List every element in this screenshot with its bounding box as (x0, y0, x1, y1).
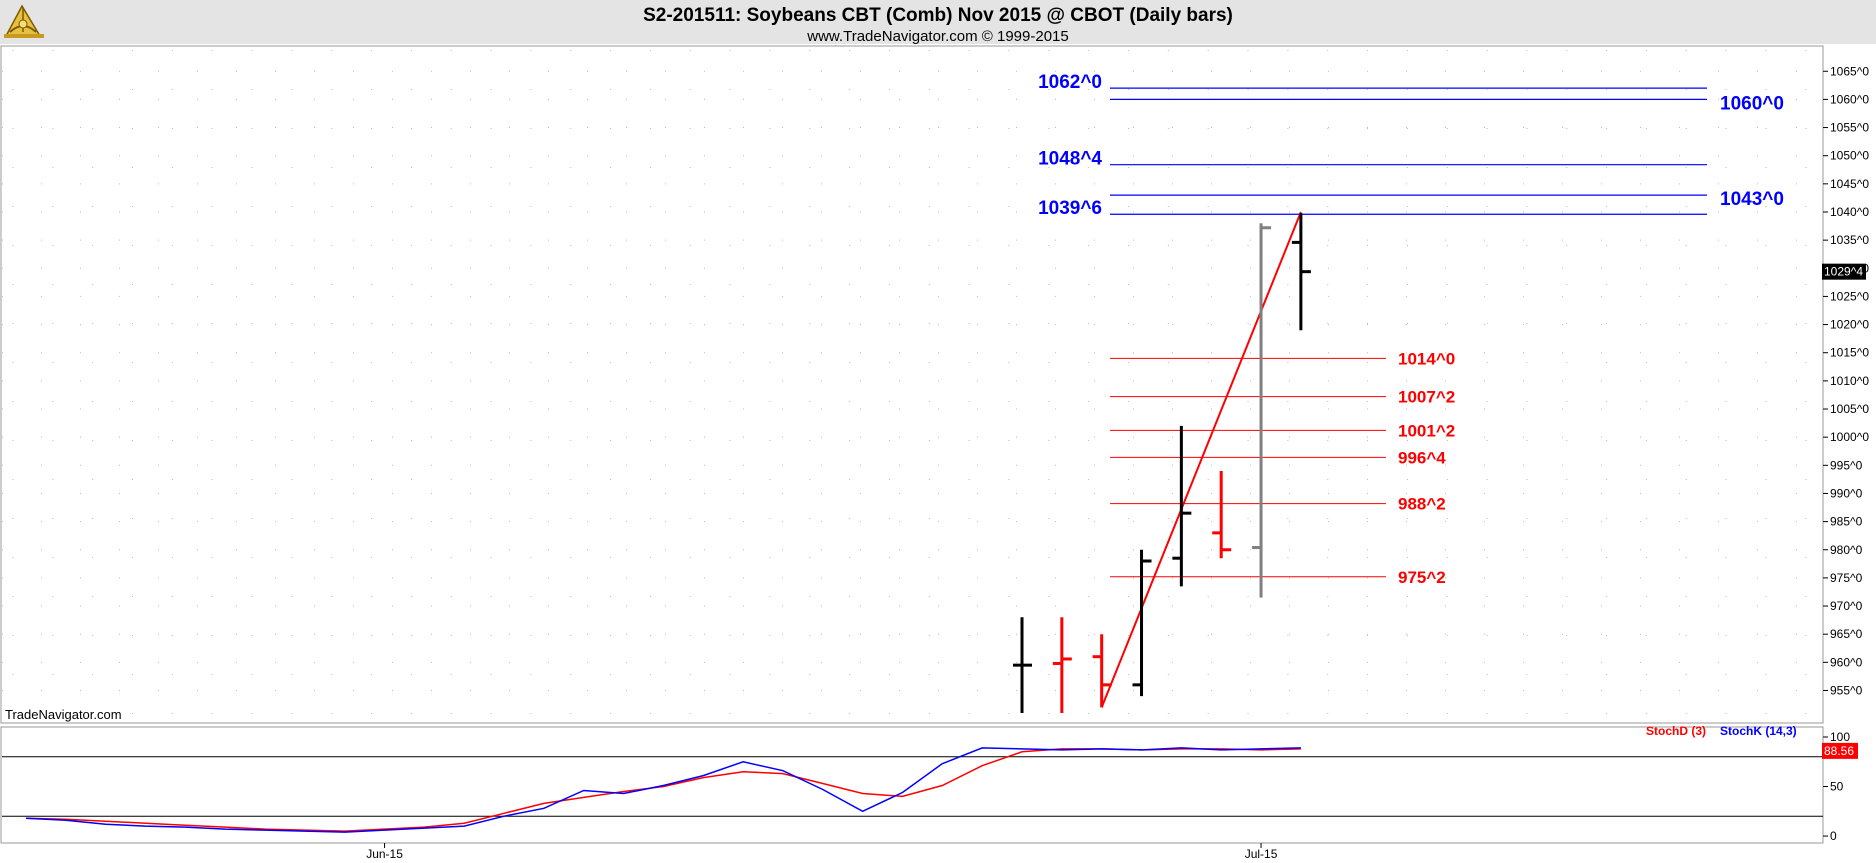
resistance-label: 1062^0 (1038, 72, 1102, 93)
y-tick-label: 1045^0 (1830, 177, 1869, 191)
resistance-label: 1060^0 (1720, 93, 1784, 114)
sextant-logo-icon (4, 4, 44, 38)
ohlc-bar (1252, 223, 1272, 598)
y-tick-label: 975^0 (1830, 571, 1863, 585)
y-tick-label: 1065^0 (1830, 64, 1869, 78)
ohlc-bar (1212, 470, 1232, 559)
watermark: TradeNavigator.com (5, 707, 122, 722)
y-tick-label: 1015^0 (1830, 346, 1869, 360)
y-tick-label: 1055^0 (1830, 121, 1869, 135)
price-grid (2, 50, 1823, 720)
last-price-marker: 1029^4 (1822, 263, 1866, 280)
last-price-label: 1029^4 (1824, 265, 1863, 279)
header-bar (0, 0, 1876, 44)
stoch-y-tick-label: 0 (1830, 829, 1837, 843)
resistance-levels: 1062^0 1060^0 1048^4 1043^0 1039^6 (1038, 72, 1784, 219)
y-tick-label: 970^0 (1830, 599, 1863, 613)
chart-subtitle: www.TradeNavigator.com © 1999-2015 (806, 28, 1068, 45)
stochastic-panel: 0 50 100 StochD (3) StochK (14,3) 88.56 (0, 724, 1858, 844)
ohlc-bars (1013, 213, 1311, 713)
y-tick-label: 960^0 (1830, 655, 1863, 669)
y-tick-label: 1025^0 (1830, 289, 1869, 303)
stoch-reference-lines (2, 756, 1823, 817)
y-tick-label: 995^0 (1830, 458, 1863, 472)
support-label: 1001^2 (1398, 421, 1455, 440)
ohlc-bar (1092, 634, 1112, 708)
stoch-d-legend: StochD (3) (1646, 724, 1706, 738)
stoch-k-legend: StochK (14,3) (1720, 724, 1797, 738)
stoch-y-tick-label: 100 (1830, 730, 1850, 744)
y-tick-label: 965^0 (1830, 627, 1863, 641)
ohlc-bar (1291, 213, 1311, 331)
stoch-d-line (25, 748, 1301, 832)
resistance-label: 1039^6 (1038, 198, 1102, 219)
y-tick-label: 980^0 (1830, 543, 1863, 557)
support-label: 996^4 (1398, 448, 1446, 467)
stoch-y-tick-label: 50 (1830, 780, 1844, 794)
stoch-last-badge (1822, 742, 1858, 759)
support-label: 1014^0 (1398, 349, 1455, 368)
ohlc-bar (1172, 425, 1192, 587)
y-tick-label: 955^0 (1830, 683, 1863, 697)
y-tick-label: 1035^0 (1830, 233, 1869, 247)
price-axis: 955^0 960^0 965^0 970^0 975^0 980^0 985^0 990^0… (1823, 64, 1869, 697)
stoch-axis: 0 50 100 (1823, 730, 1850, 843)
stoch-k-line (25, 747, 1301, 833)
ohlc-bar (1013, 617, 1032, 713)
x-axis: Jun-15 Jul-15 (1, 842, 1823, 861)
x-tick-label: Jun-15 (366, 847, 403, 861)
y-tick-label: 990^0 (1830, 486, 1863, 500)
resistance-label: 1043^0 (1720, 189, 1784, 210)
y-tick-label: 1005^0 (1830, 402, 1869, 416)
support-levels: 1014^0 1007^2 1001^2 996^4 988^2 975^2 (1110, 349, 1455, 587)
ohlc-bar (1132, 549, 1152, 697)
price-panel: 955^0 960^0 965^0 970^0 975^0 980^0 985^0 990^0… (0, 45, 1869, 724)
x-tick-label: Jul-15 (1245, 847, 1278, 861)
support-label: 988^2 (1398, 495, 1446, 514)
resistance-label: 1048^4 (1038, 149, 1102, 170)
chart-title: S2-201511: Soybeans CBT (Comb) Nov 2015 … (643, 5, 1233, 26)
y-tick-label: 1000^0 (1830, 430, 1869, 444)
support-label: 975^2 (1398, 568, 1446, 587)
trendline (1100, 211, 1302, 708)
y-tick-label: 1040^0 (1830, 205, 1869, 219)
price-panel-frame (0, 45, 1824, 724)
ohlc-bar (1052, 617, 1072, 713)
y-tick-label: 1050^0 (1830, 149, 1869, 163)
y-tick-label: 1020^0 (1830, 318, 1869, 332)
y-tick-label: 1010^0 (1830, 374, 1869, 388)
y-tick-label: 1060^0 (1830, 92, 1869, 106)
support-label: 1007^2 (1398, 388, 1455, 407)
last-price-badge (1822, 263, 1866, 280)
y-tick-label: 985^0 (1830, 515, 1863, 529)
stoch-last-value: 88.56 (1824, 744, 1854, 758)
